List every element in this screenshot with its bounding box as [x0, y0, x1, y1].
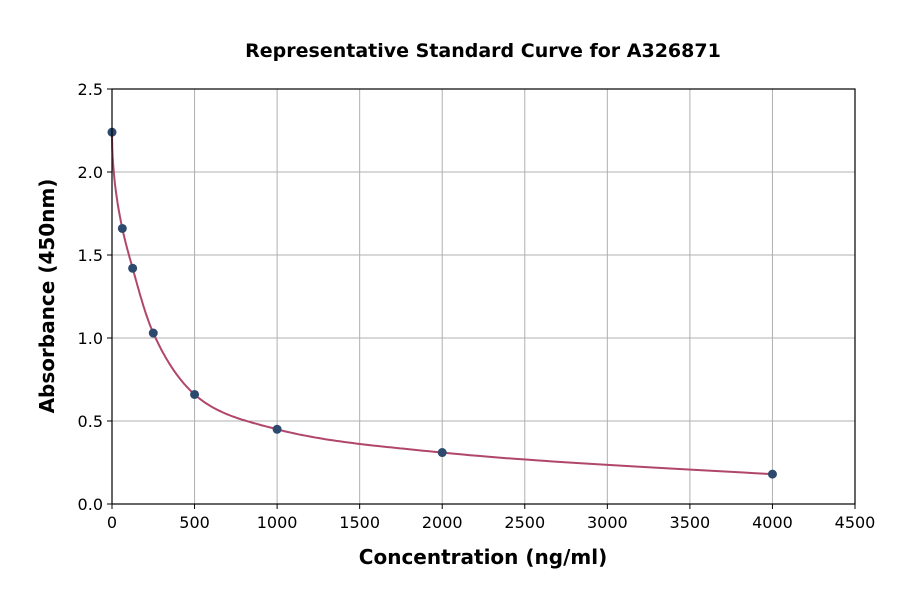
y-tick-label: 2.5 [78, 80, 103, 99]
x-tick-label: 3000 [587, 513, 628, 532]
data-point [437, 448, 447, 458]
data-point [117, 223, 127, 233]
y-tick-label: 0.0 [78, 495, 103, 514]
data-points [107, 127, 777, 479]
x-axis-ticks: 0 500 1000 1500 2000 2500 3000 3500 4000 4500 [107, 504, 875, 532]
data-point [148, 328, 158, 338]
x-tick-label: 2000 [422, 513, 463, 532]
chart-title: Representative Standard Curve for A32687… [245, 40, 721, 62]
plot-frame [111, 88, 856, 505]
data-point [128, 263, 138, 273]
y-tick-label: 1.5 [78, 246, 103, 265]
y-tick-label: 0.5 [78, 412, 103, 431]
y-axis-label: Absorbance (450nm) [35, 179, 59, 414]
data-point [190, 389, 200, 399]
x-tick-label: 2500 [504, 513, 545, 532]
x-tick-label: 1000 [257, 513, 298, 532]
fit-curve [111, 132, 773, 476]
x-axis-label: Concentration (ng/ml) [359, 545, 607, 569]
y-tick-label: 2.0 [78, 163, 103, 182]
x-tick-label: 3500 [670, 513, 711, 532]
x-tick-label: 0 [107, 513, 117, 532]
data-point [272, 424, 282, 434]
x-tick-label: 500 [179, 513, 210, 532]
x-tick-label: 1500 [339, 513, 380, 532]
data-point [767, 469, 777, 479]
y-axis-ticks: 0.0 0.5 1.0 1.5 2.0 2.5 [78, 80, 112, 514]
x-tick-label: 4000 [752, 513, 793, 532]
y-tick-label: 1.0 [78, 329, 103, 348]
x-tick-label: 4500 [835, 513, 876, 532]
grid [111, 88, 856, 505]
